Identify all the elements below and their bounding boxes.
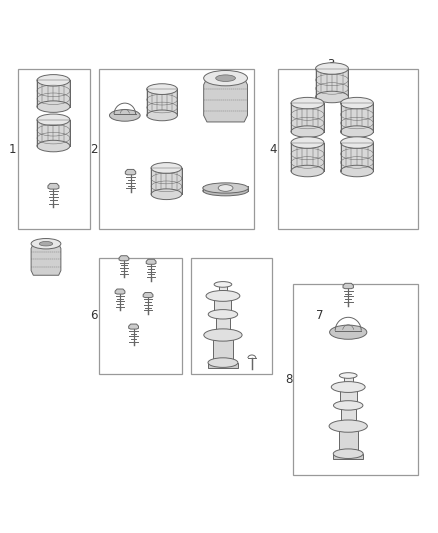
- Polygon shape: [215, 296, 231, 314]
- Text: 4: 4: [269, 143, 277, 156]
- Bar: [191, 258, 272, 374]
- Bar: [18, 69, 90, 229]
- Ellipse shape: [214, 281, 232, 287]
- Ellipse shape: [203, 185, 248, 196]
- Ellipse shape: [208, 358, 238, 367]
- Text: 5: 5: [32, 264, 39, 277]
- Ellipse shape: [203, 183, 248, 193]
- Ellipse shape: [333, 401, 363, 410]
- Ellipse shape: [151, 189, 182, 199]
- Ellipse shape: [291, 126, 324, 138]
- Ellipse shape: [331, 382, 365, 392]
- Polygon shape: [31, 244, 61, 275]
- Polygon shape: [37, 120, 70, 146]
- Text: 1: 1: [9, 143, 17, 156]
- Ellipse shape: [37, 75, 70, 86]
- Text: 6: 6: [90, 310, 97, 322]
- Ellipse shape: [206, 290, 240, 301]
- Polygon shape: [151, 168, 182, 194]
- Bar: [99, 69, 254, 229]
- Ellipse shape: [339, 373, 357, 378]
- Polygon shape: [215, 314, 230, 335]
- Ellipse shape: [340, 98, 373, 109]
- Polygon shape: [143, 293, 153, 297]
- Ellipse shape: [37, 114, 70, 125]
- Ellipse shape: [291, 165, 324, 177]
- Bar: [99, 258, 182, 374]
- Ellipse shape: [315, 91, 349, 103]
- Ellipse shape: [39, 241, 53, 246]
- Text: 3: 3: [328, 58, 335, 71]
- Polygon shape: [291, 142, 324, 171]
- Polygon shape: [129, 324, 138, 329]
- Ellipse shape: [329, 420, 367, 432]
- Ellipse shape: [37, 101, 70, 112]
- Polygon shape: [208, 362, 238, 368]
- Text: 2: 2: [90, 143, 97, 156]
- Ellipse shape: [340, 165, 373, 177]
- Polygon shape: [48, 183, 59, 189]
- Polygon shape: [115, 289, 125, 294]
- Ellipse shape: [218, 184, 233, 191]
- Polygon shape: [315, 69, 348, 97]
- Ellipse shape: [291, 98, 324, 109]
- Ellipse shape: [291, 137, 324, 148]
- Ellipse shape: [340, 126, 373, 138]
- Polygon shape: [37, 80, 70, 107]
- Polygon shape: [213, 335, 233, 362]
- Polygon shape: [340, 103, 373, 132]
- Polygon shape: [341, 406, 356, 426]
- Text: 8: 8: [285, 373, 292, 386]
- Polygon shape: [125, 169, 136, 175]
- Polygon shape: [333, 454, 363, 459]
- Ellipse shape: [333, 449, 363, 458]
- Polygon shape: [343, 284, 353, 289]
- Ellipse shape: [110, 110, 140, 121]
- Text: 7: 7: [316, 310, 324, 322]
- Bar: [278, 69, 418, 229]
- Ellipse shape: [315, 63, 349, 74]
- Polygon shape: [291, 103, 324, 132]
- Ellipse shape: [147, 84, 177, 94]
- Polygon shape: [339, 426, 358, 454]
- Polygon shape: [204, 78, 247, 122]
- Polygon shape: [147, 89, 177, 115]
- Polygon shape: [219, 285, 227, 296]
- Ellipse shape: [31, 238, 61, 249]
- Ellipse shape: [37, 140, 70, 152]
- Ellipse shape: [204, 329, 242, 341]
- Ellipse shape: [208, 310, 238, 319]
- Bar: [293, 284, 418, 474]
- Polygon shape: [340, 142, 373, 171]
- Polygon shape: [146, 259, 156, 264]
- Ellipse shape: [215, 75, 236, 82]
- Ellipse shape: [147, 110, 177, 121]
- Polygon shape: [119, 256, 129, 261]
- Ellipse shape: [330, 325, 367, 340]
- Ellipse shape: [340, 137, 373, 148]
- Ellipse shape: [151, 163, 182, 173]
- Polygon shape: [344, 376, 353, 387]
- Ellipse shape: [204, 70, 247, 86]
- Polygon shape: [340, 387, 357, 406]
